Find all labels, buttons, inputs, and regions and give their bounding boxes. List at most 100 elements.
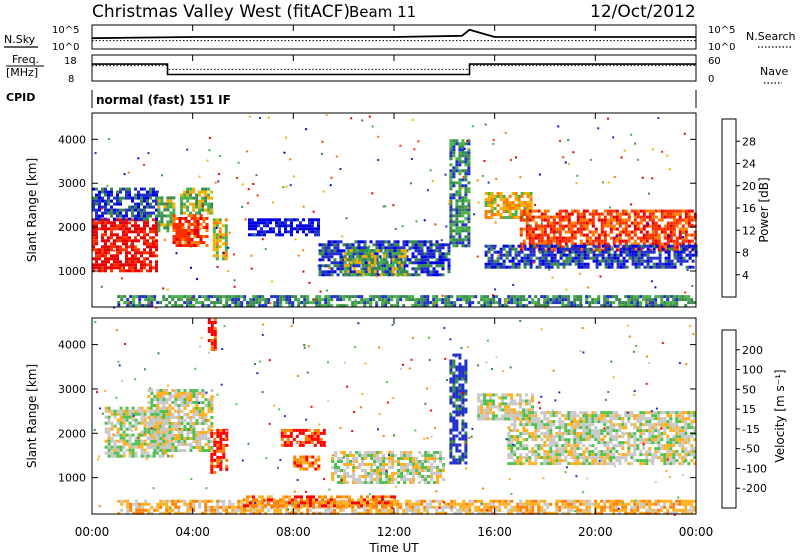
heatmap-cell (95, 263, 98, 267)
heatmap-speck (431, 302, 434, 305)
heatmap-cell (646, 256, 650, 260)
heatmap-cell (543, 209, 547, 213)
heatmap-cell (658, 262, 662, 266)
heatmap-cell (574, 256, 578, 260)
heatmap-cell (510, 462, 514, 466)
heatmap-cell (655, 244, 659, 248)
heatmap-cell (435, 246, 439, 250)
heatmap-cell (579, 233, 583, 237)
heatmap-cell (355, 258, 359, 262)
heatmap-cell (364, 481, 368, 484)
heatmap-cell (507, 432, 511, 436)
heatmap-cell (213, 321, 217, 324)
heatmap-cell (452, 208, 456, 212)
heatmap-cell (468, 298, 472, 302)
heatmap-cell (387, 273, 391, 277)
heatmap-cell (186, 413, 190, 416)
heatmap-cell (603, 215, 607, 219)
freq-label-line2: [MHz] (6, 66, 38, 79)
heatmap-speck (607, 181, 610, 184)
heatmap-speck (551, 276, 554, 279)
heatmap-speck (575, 182, 578, 185)
heatmap-cell (183, 392, 187, 395)
heatmap-cell (207, 202, 211, 206)
heatmap-cell (140, 454, 144, 458)
heatmap-speck (189, 245, 192, 248)
heatmap-cell (452, 241, 456, 245)
heatmap-cell (520, 201, 524, 204)
heatmap-cell (618, 221, 622, 225)
heatmap-cell (285, 301, 289, 305)
heatmap-cell (146, 263, 149, 267)
heatmap-cell (358, 249, 362, 253)
heatmap-cell (195, 413, 199, 416)
heatmap-cell (207, 425, 211, 428)
heatmap-cell (299, 461, 303, 465)
heatmap-cell (207, 211, 211, 215)
heatmap-cell (676, 250, 680, 254)
heatmap-cell (693, 212, 697, 216)
heatmap-cell (403, 463, 407, 466)
heatmap-cell (507, 411, 511, 415)
heatmap-cell (212, 230, 216, 234)
heatmap-cell (376, 264, 380, 268)
heatmap-cell (107, 415, 111, 419)
heatmap-cell (294, 295, 298, 299)
heatmap-cell (583, 262, 587, 266)
heatmap-cell (183, 398, 187, 401)
heatmap-cell (522, 447, 526, 451)
heatmap-cell (618, 218, 622, 222)
heatmap-cell (597, 218, 601, 222)
heatmap-cell (435, 261, 439, 265)
heatmap-cell (98, 199, 101, 203)
heatmap-cell (447, 270, 451, 274)
heatmap-cell (301, 440, 305, 444)
heatmap-cell (196, 226, 200, 229)
heatmap-cell (156, 416, 160, 419)
noise-panel: N.Sky 10^5 10^0 10^5 10^0 N.Search (4, 24, 796, 53)
heatmap-cell (110, 439, 114, 443)
heatmap-cell (421, 454, 425, 457)
heatmap-cell (464, 184, 468, 188)
heatmap-cell (589, 250, 593, 254)
heatmap-cell (162, 449, 166, 452)
heatmap-speck (587, 286, 590, 289)
heatmap-cell (349, 249, 353, 253)
heatmap-cell (559, 247, 563, 251)
heatmap-cell (525, 215, 529, 219)
heatmap-cell (318, 298, 322, 302)
heatmap-cell (297, 298, 301, 302)
heatmap-cell (464, 368, 468, 372)
heatmap-cell (189, 443, 193, 446)
heatmap-cell (213, 330, 217, 333)
heatmap-cell (461, 398, 465, 402)
heatmap-cell (224, 257, 228, 261)
heatmap-cell (219, 443, 223, 447)
heatmap-cell (651, 218, 655, 222)
heatmap-cell (159, 401, 163, 404)
heatmap-cell (128, 448, 132, 452)
heatmap-cell (299, 458, 303, 462)
heatmap-cell (184, 235, 188, 238)
heatmap-cell (384, 298, 388, 302)
heatmap-cell (526, 207, 530, 210)
heatmap-cell (284, 230, 287, 234)
heatmap-cell (567, 215, 571, 219)
heatmap-cell (424, 451, 428, 454)
heatmap-cell (435, 304, 439, 308)
heatmap-cell (210, 190, 214, 194)
heatmap-cell (510, 441, 514, 445)
heatmap-cell (577, 247, 581, 251)
heatmap-cell (529, 259, 533, 263)
heatmap-cell (218, 221, 222, 225)
heatmap-cell (116, 257, 119, 261)
heatmap-cell (128, 245, 131, 249)
heatmap-cell (255, 295, 259, 299)
heatmap-cell (342, 298, 346, 302)
heatmap-cell (567, 218, 571, 222)
heatmap-cell (631, 256, 635, 260)
heatmap-cell (464, 422, 468, 426)
heatmap-cell (378, 255, 382, 259)
heatmap-cell (210, 461, 214, 465)
heatmap-cell (202, 226, 206, 229)
